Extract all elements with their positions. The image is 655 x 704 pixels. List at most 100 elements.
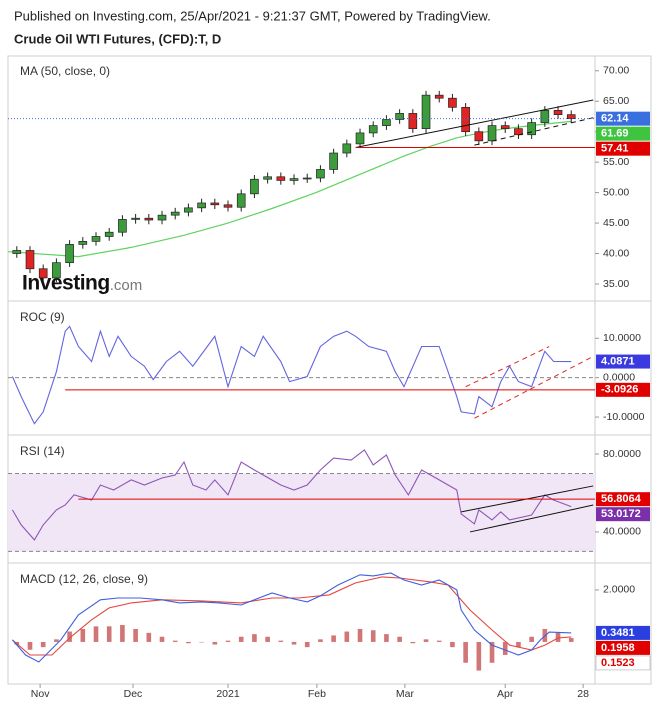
- macd-histogram-bar: [172, 640, 178, 642]
- moving-average: [7, 120, 572, 258]
- panel-title: ROC (9): [20, 310, 65, 324]
- price-label-box: [596, 111, 650, 126]
- macd-histogram-bar: [397, 636, 402, 642]
- macd-histogram-bar: [304, 641, 310, 648]
- y-tick-label: 50.00: [603, 186, 629, 198]
- macd-histogram-bar: [252, 634, 257, 642]
- candle-body: [448, 97, 457, 108]
- trend-line: [474, 355, 594, 419]
- candle-body: [65, 244, 74, 264]
- macd-histogram-bar: [502, 641, 508, 655]
- candle-body: [553, 110, 563, 115]
- trend-line: [474, 117, 594, 146]
- macd-histogram-bar: [54, 639, 59, 642]
- macd-histogram-bar: [370, 630, 376, 642]
- candle-body: [382, 119, 391, 126]
- macd-histogram-bar: [450, 641, 455, 648]
- candle-body: [395, 113, 404, 120]
- macd-histogram-bar: [40, 641, 46, 648]
- candle-body: [12, 250, 22, 254]
- price-label: 56.8064: [601, 493, 642, 505]
- price-label: 53.0172: [601, 508, 641, 520]
- candle-body: [52, 262, 61, 279]
- macd-histogram-bar: [423, 639, 429, 642]
- candle-body: [157, 214, 167, 221]
- price-label-box: [596, 382, 650, 397]
- candle-body: [540, 110, 550, 123]
- macd-histogram-bar: [344, 631, 350, 642]
- candle-body: [223, 204, 233, 208]
- candle-body: [289, 178, 299, 181]
- macd-histogram-bar: [529, 636, 534, 642]
- panel-title: MACD (12, 26, close, 9): [20, 572, 148, 586]
- rsi-band: [8, 473, 595, 552]
- candle-body: [461, 106, 470, 133]
- candle-body: [118, 219, 127, 233]
- macd-histogram-bar: [278, 640, 284, 642]
- y-tick-label: 80.0000: [603, 448, 641, 460]
- macd-histogram-bar: [555, 632, 561, 642]
- trend-line: [465, 346, 550, 388]
- macd-histogram-bar: [384, 634, 389, 642]
- logo: Investing: [22, 272, 110, 295]
- x-tick-label: Mar: [396, 688, 415, 700]
- candle-body: [421, 94, 431, 130]
- price-label-box: [596, 507, 650, 522]
- trend-line: [355, 99, 594, 149]
- candle-body: [144, 217, 154, 221]
- candle-body: [434, 94, 444, 99]
- candle-body: [91, 236, 101, 242]
- y-tick-label: 55.00: [603, 156, 629, 168]
- macd-histogram-bar: [516, 641, 521, 648]
- price-label: -3.0926: [601, 384, 638, 396]
- candle-body: [131, 217, 140, 220]
- signal-line: [12, 576, 572, 656]
- macd-histogram-bar: [106, 626, 112, 642]
- candle-body: [329, 152, 338, 170]
- price-label: 4.0871: [601, 355, 635, 367]
- y-tick-label: -10.0000: [603, 411, 645, 423]
- candle-body: [170, 211, 180, 216]
- price-label-box: [596, 126, 650, 141]
- macd-histogram-bar: [238, 636, 244, 642]
- candle-body: [236, 193, 246, 208]
- price-label: 0.3481: [601, 627, 635, 639]
- y-tick-label: 65.00: [603, 95, 629, 107]
- candle-body: [197, 202, 206, 209]
- macd-histogram-bar: [133, 628, 138, 642]
- macd-histogram-bar: [410, 641, 416, 644]
- candle-body: [527, 122, 536, 136]
- indicator-line: [11, 449, 572, 541]
- candle-body: [368, 125, 378, 134]
- price-label-box: [596, 354, 650, 369]
- candle-body: [276, 176, 286, 181]
- candle-body: [500, 125, 510, 130]
- y-tick-label: 10.0000: [603, 332, 641, 344]
- y-tick-label: 40.00: [603, 247, 629, 259]
- candle-body: [184, 207, 193, 213]
- macd-histogram-bar: [476, 641, 482, 671]
- candle-body: [566, 114, 576, 120]
- price-label: 61.69: [601, 128, 629, 140]
- macd-histogram-bar: [186, 641, 191, 644]
- macd-histogram-bar: [463, 641, 468, 663]
- y-tick-label: 2.0000: [603, 584, 635, 596]
- candle-body: [25, 250, 35, 270]
- candle-body: [263, 176, 272, 180]
- x-tick-label: 28: [577, 688, 589, 700]
- x-tick-label: Feb: [308, 688, 326, 700]
- x-tick-label: Nov: [31, 688, 50, 700]
- publish-note: Published on Investing.com, 25/Apr/2021 …: [14, 8, 491, 23]
- macd-histogram-bar: [225, 640, 231, 642]
- price-label: 0.1523: [601, 657, 635, 669]
- macd-line: [11, 572, 572, 663]
- macd-histogram-bar: [568, 637, 574, 642]
- y-tick-label: 70.00: [603, 65, 629, 77]
- macd-histogram-bar: [489, 641, 495, 663]
- x-tick-label: Apr: [497, 688, 514, 700]
- logo-suffix: .com: [110, 277, 143, 294]
- macd-histogram-bar: [67, 631, 72, 642]
- trend-line: [469, 504, 594, 533]
- y-tick-label: 35.00: [603, 278, 629, 290]
